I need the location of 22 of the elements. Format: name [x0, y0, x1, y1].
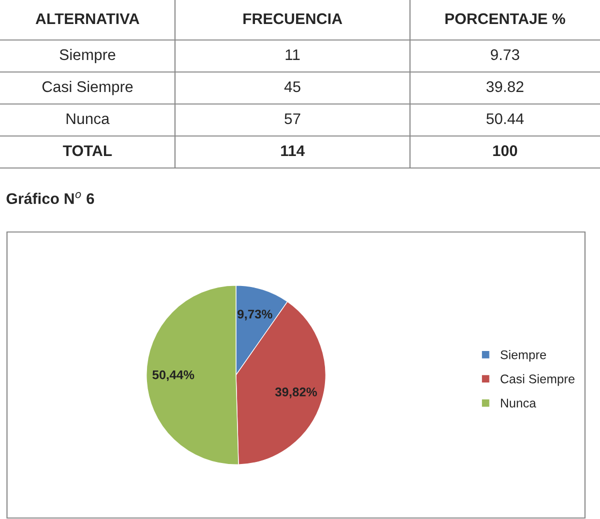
text: Siempre: [60, 48, 116, 64]
text: 39.82: [486, 81, 524, 92]
data-label: 9,73%: [238, 310, 272, 320]
data-label: 50,44%: [152, 370, 194, 382]
text: 9.73: [490, 49, 520, 60]
data-label: 39,82%: [275, 388, 317, 398]
text: ALTERNATIVA: [36, 13, 140, 24]
text: 57: [284, 113, 300, 124]
chart-title: Gráfico N$^{o}$ 6: [6, 192, 94, 204]
text: 11: [286, 49, 300, 60]
text: 100: [493, 145, 518, 156]
text: 50.44: [486, 113, 524, 124]
text: Casi Siempre: [42, 80, 133, 96]
text: TOTAL: [62, 145, 112, 156]
legend-label: Siempre: [500, 350, 546, 362]
legend-label: Nunca: [501, 398, 536, 408]
text: Nunca: [66, 113, 110, 124]
text: PORCENTAJE %: [445, 13, 566, 24]
text: 114: [281, 145, 305, 156]
legend-label: Casi Siempre: [500, 374, 574, 386]
text: 45: [284, 81, 300, 92]
text: FRECUENCIA: [243, 13, 342, 24]
